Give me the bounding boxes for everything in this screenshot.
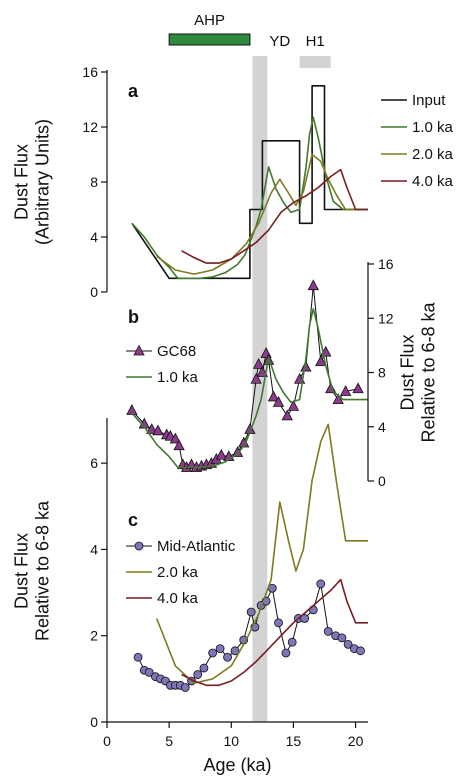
y-axis-title: Dust Flux bbox=[398, 334, 418, 410]
data-point-b bbox=[146, 423, 158, 434]
legend-label-a-1: 1.0 ka bbox=[412, 119, 454, 136]
series-line-b-1 bbox=[131, 307, 368, 469]
data-point-b bbox=[300, 360, 312, 372]
legend-label-a-3: 4.0 ka bbox=[412, 173, 454, 190]
y-tick-label: 8 bbox=[378, 365, 386, 381]
data-point-c bbox=[343, 639, 353, 649]
data-point-b bbox=[169, 432, 182, 444]
yd-band bbox=[252, 56, 268, 722]
series-line-a-0 bbox=[131, 85, 368, 280]
data-point-c bbox=[274, 618, 283, 628]
data-point-b bbox=[315, 355, 327, 367]
period-label-ahp: AHP bbox=[194, 12, 225, 29]
data-point-b bbox=[339, 385, 352, 396]
data-point-c bbox=[356, 646, 365, 656]
data-point-c bbox=[287, 637, 297, 647]
y-axis-title: Dust Flux bbox=[12, 533, 32, 609]
period-label-h1: H1 bbox=[306, 33, 325, 50]
data-point-b bbox=[287, 400, 300, 411]
y-tick-label: 0 bbox=[90, 284, 98, 300]
y-tick-label: 12 bbox=[378, 310, 394, 326]
y-tick-label: 0 bbox=[90, 714, 98, 730]
data-point-c bbox=[223, 652, 232, 662]
data-point-c bbox=[208, 648, 218, 658]
x-tick-label: 20 bbox=[348, 733, 364, 749]
x-tick-label: 5 bbox=[165, 733, 173, 749]
data-point-b bbox=[126, 404, 138, 415]
data-point-b bbox=[250, 372, 262, 384]
h1-bar bbox=[299, 56, 331, 68]
series-line-c-1 bbox=[155, 423, 368, 685]
series-line-a-3 bbox=[181, 168, 368, 264]
data-point-b bbox=[215, 448, 228, 460]
y-tick-label: 2 bbox=[90, 628, 98, 644]
y-tick-label: 12 bbox=[82, 119, 98, 135]
data-point-b bbox=[307, 279, 319, 291]
data-point-c bbox=[193, 670, 203, 679]
y-tick-label: 16 bbox=[82, 64, 98, 80]
y-axis-title: (Arbitrary Units) bbox=[33, 119, 53, 245]
data-point-c bbox=[281, 648, 291, 658]
series-layer bbox=[126, 85, 368, 692]
y-tick-label: 6 bbox=[90, 455, 98, 471]
data-point-c bbox=[246, 607, 256, 617]
data-point-b bbox=[352, 382, 364, 394]
data-point-c bbox=[180, 683, 190, 692]
data-point-b bbox=[272, 395, 285, 407]
y-tick-label: 4 bbox=[378, 419, 386, 435]
legend-label-b-0: GC68 bbox=[157, 343, 196, 360]
data-point-c bbox=[323, 627, 333, 636]
data-point-c bbox=[316, 579, 326, 589]
x-tick-label: 10 bbox=[223, 733, 239, 749]
y-axis-title: Relative to 6-8 ka bbox=[419, 301, 439, 442]
legend-label-a-2: 2.0 ka bbox=[412, 146, 454, 163]
y-axis-title: Relative to 6-8 ka bbox=[33, 500, 53, 641]
y-axis-title: Dust Flux bbox=[12, 144, 32, 220]
legend-label-c-0: Mid-Atlantic bbox=[157, 538, 236, 555]
data-point-c bbox=[337, 633, 347, 643]
y-tick-label: 4 bbox=[90, 229, 98, 245]
data-point-c bbox=[215, 644, 225, 654]
background-layer bbox=[168, 33, 331, 722]
period-label-yd: YD bbox=[269, 33, 290, 50]
data-point-b bbox=[281, 409, 293, 421]
data-point-b bbox=[252, 358, 265, 369]
axes-layer bbox=[101, 70, 374, 728]
legend-marker-b bbox=[133, 344, 145, 356]
data-point-c bbox=[230, 646, 240, 656]
legend-label-b-1: 1.0 ka bbox=[157, 369, 199, 386]
data-point-b bbox=[267, 390, 280, 402]
series-line-a-2 bbox=[156, 153, 368, 275]
data-point-c bbox=[133, 652, 143, 662]
ahp-bar bbox=[168, 33, 251, 46]
y-tick-label: 0 bbox=[378, 473, 386, 489]
x-axis-title: Age (ka) bbox=[203, 755, 271, 775]
y-tick-label: 16 bbox=[378, 256, 394, 272]
data-point-b bbox=[152, 424, 164, 436]
panel-letter-a: a bbox=[128, 81, 139, 101]
y-tick-label: 8 bbox=[90, 174, 98, 190]
data-point-c bbox=[144, 667, 154, 677]
panel-letter-c: c bbox=[128, 510, 138, 530]
series-line-c-2 bbox=[181, 578, 368, 687]
x-tick-label: 0 bbox=[103, 733, 111, 749]
panel-letter-b: b bbox=[128, 307, 139, 327]
data-point-b bbox=[173, 439, 185, 451]
data-point-c bbox=[199, 663, 209, 673]
legend-marker-c bbox=[134, 541, 144, 551]
legend-label-a-0: Input bbox=[412, 92, 446, 109]
data-point-c bbox=[300, 614, 310, 623]
legend-label-c-2: 4.0 ka bbox=[157, 590, 199, 607]
data-point-b bbox=[332, 393, 344, 405]
x-tick-label: 15 bbox=[286, 733, 302, 749]
series-line-a-1 bbox=[131, 116, 368, 280]
y-tick-label: 4 bbox=[90, 541, 98, 557]
legend-label-c-1: 2.0 ka bbox=[157, 564, 199, 581]
